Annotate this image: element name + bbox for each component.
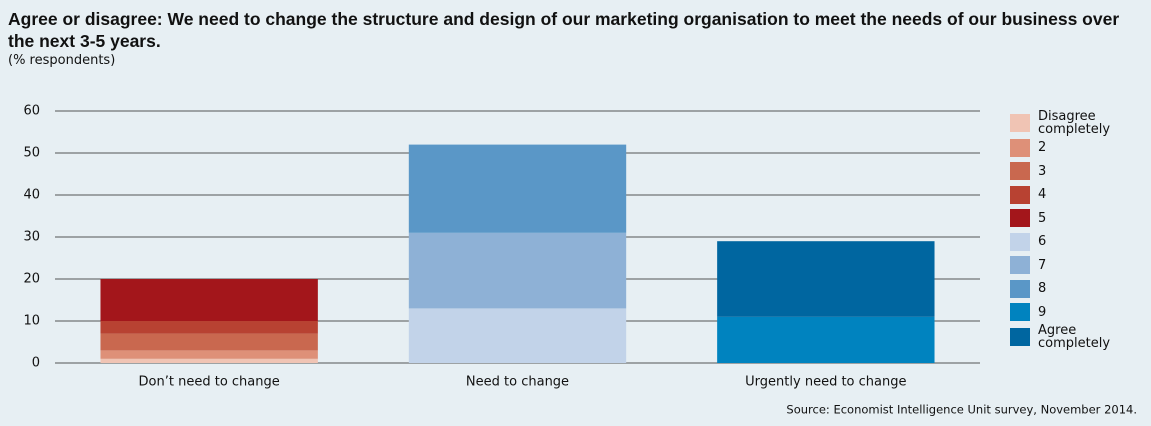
- bar-segment: [100, 350, 318, 359]
- chart-title: Agree or disagree: We need to change the…: [8, 9, 1120, 51]
- legend-label: 4: [1038, 187, 1047, 203]
- chart-subtitle: (% respondents): [8, 53, 116, 68]
- legend-label: 2: [1038, 140, 1047, 156]
- bar-segment: [100, 358, 318, 363]
- y-tick-label: 30: [23, 230, 40, 245]
- y-tick-label: 50: [23, 146, 40, 161]
- legend-item: 6: [1010, 230, 1145, 254]
- legend-label: Disagree completely: [1038, 109, 1111, 137]
- legend-label: 3: [1038, 163, 1047, 179]
- legend-swatch: [1010, 114, 1030, 132]
- legend-item: Disagree completely: [1010, 110, 1145, 136]
- y-tick-label: 10: [23, 314, 40, 329]
- legend-item: 5: [1010, 207, 1145, 231]
- bar-segment: [100, 321, 318, 334]
- legend-swatch: [1010, 279, 1030, 298]
- x-tick-label: Urgently need to change: [745, 375, 906, 390]
- legend-label: 7: [1038, 257, 1047, 273]
- bar-segment: [717, 316, 935, 363]
- bar-segment: [717, 241, 935, 317]
- legend: Disagree completely 2 3 4 5 6 7 8 9 Agree complet…: [1010, 110, 1145, 350]
- legend-item: 4: [1010, 183, 1145, 207]
- legend-item: 7: [1010, 254, 1145, 278]
- x-tick-label: Don’t need to change: [139, 375, 280, 390]
- legend-swatch: [1010, 328, 1030, 346]
- y-tick-label: 20: [23, 272, 40, 287]
- y-tick-label: 60: [23, 104, 40, 119]
- legend-label: 8: [1038, 281, 1047, 297]
- legend-label: 6: [1038, 234, 1047, 250]
- legend-item: 9: [1010, 301, 1145, 325]
- bar-segment: [408, 232, 627, 309]
- legend-swatch: [1010, 162, 1030, 181]
- bar-segment: [408, 144, 627, 233]
- legend-item: 2: [1010, 136, 1145, 160]
- legend-swatch: [1010, 303, 1030, 322]
- bar-segment: [408, 308, 627, 363]
- y-tick-label: 40: [23, 188, 40, 203]
- bar-segment: [100, 333, 318, 351]
- legend-swatch: [1010, 138, 1030, 157]
- legend-swatch: [1010, 232, 1030, 251]
- legend-label: 5: [1038, 210, 1047, 226]
- x-tick-label: Need to change: [466, 375, 569, 390]
- legend-item: Agree completely: [1010, 324, 1145, 350]
- legend-swatch: [1010, 209, 1030, 228]
- legend-swatch: [1010, 185, 1030, 204]
- source: Source: Economist Intelligence Unit surv…: [786, 403, 1137, 417]
- y-tick-label: 0: [32, 356, 40, 371]
- bar-segment: [100, 279, 318, 321]
- legend-label: Agree completely: [1038, 323, 1111, 351]
- legend-swatch: [1010, 256, 1030, 275]
- legend-label: 9: [1038, 304, 1047, 320]
- legend-item: 8: [1010, 277, 1145, 301]
- legend-item: 3: [1010, 160, 1145, 184]
